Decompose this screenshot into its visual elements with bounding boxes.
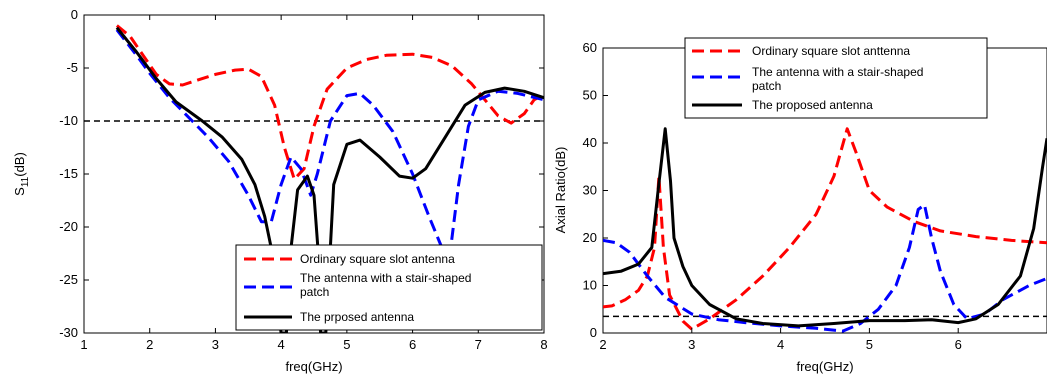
ar-x-tick-label: 6 [955, 337, 962, 352]
s11-x-axis-label: freq(GHz) [285, 359, 342, 374]
ar-series-proposed-line [603, 127, 1047, 328]
s11-legend-label-ordinary: Ordinary square slot antenna [300, 252, 455, 266]
s11-x-tick-label: 5 [343, 337, 350, 352]
s11-legend: Ordinary square slot antenna The antenna… [235, 244, 543, 331]
s11-x-tick-label: 8 [540, 337, 547, 352]
ar-x-axis-label: freq(GHz) [796, 359, 853, 374]
s11-x-tick-label: 7 [475, 337, 482, 352]
s11-y-tick-label: -20 [59, 219, 78, 234]
ar-legend-label-stair: The antenna with a stair-shaped patch [752, 65, 927, 93]
ar-y-tick-label: 40 [583, 135, 597, 150]
ar-x-tick-label: 5 [866, 337, 873, 352]
s11-y-tick-label: -15 [59, 166, 78, 181]
s11-series-ordinary-line [115, 24, 544, 181]
ar-legend-label-proposed: The proposed antenna [752, 98, 873, 112]
ar-y-axis-label: Axial Ratio(dB) [553, 147, 568, 234]
ar-legend: Ordinary square slot anttenna The antenn… [684, 37, 988, 119]
s11-series-stair-line [115, 28, 544, 266]
s11-legend-label-stair-line2: patch [300, 285, 329, 299]
s11-y-tick-label: -10 [59, 113, 78, 128]
s11-x-tick-label: 2 [146, 337, 153, 352]
s11-series-proposed-line [115, 26, 544, 333]
s11-legend-label-stair-line1: The antenna with a stair-shaped [300, 271, 471, 285]
ar-y-tick-label: 10 [583, 278, 597, 293]
ar-legend-label-ordinary: Ordinary square slot anttenna [752, 44, 910, 58]
s11-y-tick-label: -30 [59, 325, 78, 340]
s11-y-axis-label: S11(dB) [12, 152, 31, 196]
ar-y-tick-label: 50 [583, 88, 597, 103]
ar-legend-label-stair-line1: The antenna with a stair-shaped [752, 65, 923, 79]
s11-y-tick-label: 0 [71, 7, 78, 22]
s11-x-tick-label: 4 [278, 337, 285, 352]
ar-series-ordinary-line [603, 127, 1047, 331]
ar-x-tick-label: 2 [599, 337, 606, 352]
ar-series-stair-line [603, 203, 1047, 333]
ar-y-tick-label: 20 [583, 230, 597, 245]
ar-x-tick-label: 3 [688, 337, 695, 352]
s11-x-tick-label: 3 [212, 337, 219, 352]
ar-y-tick-label: 30 [583, 183, 597, 198]
axial-ratio-chart: 2 3 4 5 6 60 50 40 30 20 10 0 freq(GHz) Axial Ratio… [553, 37, 1047, 374]
s11-legend-label-proposed: The prposed antenna [300, 310, 414, 324]
s11-y-tick-label: -5 [66, 60, 78, 75]
s11-x-tick-label: 6 [409, 337, 416, 352]
ar-y-tick-label: 0 [590, 325, 597, 340]
s11-x-tick-label: 1 [80, 337, 87, 352]
ar-y-tick-label: 60 [583, 40, 597, 55]
s11-y-tick-label: -25 [59, 272, 78, 287]
s11-legend-label-stair: The antenna with a stair-shaped patch [300, 271, 475, 299]
s11-chart: 1 2 3 4 5 6 7 8 0 -5 -10 -15 -20 -25 -30 freq(GHz) S11… [12, 7, 548, 374]
ar-x-tick-label: 4 [777, 337, 784, 352]
ar-legend-label-stair-line2: patch [752, 79, 781, 93]
